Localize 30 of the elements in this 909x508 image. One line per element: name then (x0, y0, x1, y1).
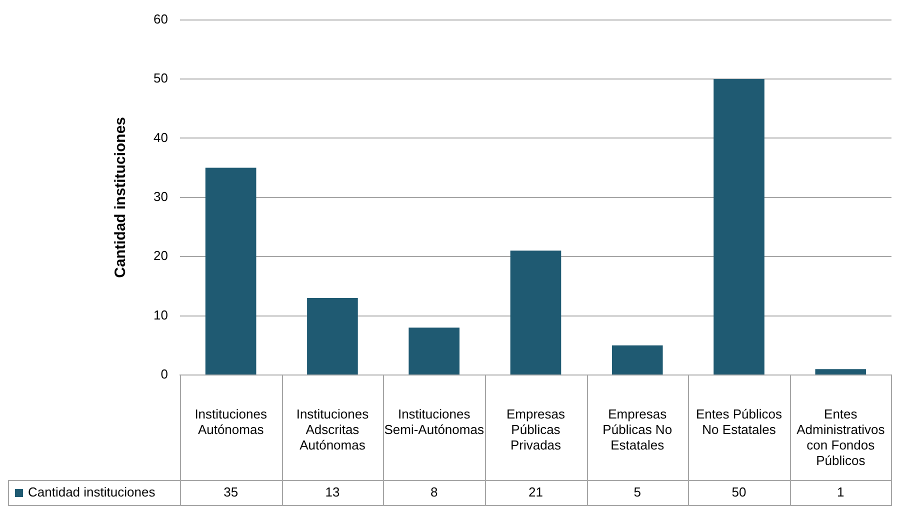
y-tick-label: 30 (154, 188, 168, 204)
data-label: 13 (325, 484, 340, 500)
x-tick-label: Entes Públicos No Estatales (696, 406, 782, 437)
y-axis-title: Cantidad instituciones (112, 116, 130, 278)
data-label: 8 (430, 484, 438, 500)
y-tick-label: 0 (160, 366, 168, 382)
bar (815, 369, 866, 374)
y-tick-label: 40 (154, 130, 168, 145)
y-tick-label: 60 (154, 11, 168, 26)
y-tick-label: 50 (154, 70, 168, 86)
x-tick-label: Instituciones Adscritas Autónomas (296, 406, 370, 453)
bar (612, 345, 663, 374)
y-tick-label: 10 (154, 307, 168, 322)
data-label: 5 (634, 484, 641, 500)
data-label: 21 (528, 484, 543, 500)
y-tick-label: 20 (154, 248, 168, 264)
x-tick-label: Empresas Públicas No Estatales (602, 406, 672, 453)
bar (714, 79, 764, 374)
x-tick-label: Instituciones Semi-Autónomas (384, 406, 484, 437)
x-tick-label: Entes Administrativos con Fondos Públicos (796, 406, 886, 468)
data-label: 1 (837, 484, 844, 500)
x-tick-label: Instituciones Autónomas (194, 406, 268, 437)
bar (205, 168, 256, 374)
bar (408, 328, 460, 374)
data-label: 35 (224, 484, 238, 500)
data-label: 50 (732, 484, 746, 500)
legend-label: Cantidad instituciones (28, 484, 156, 500)
x-tick-label: Empresas Públicas Privadas (506, 406, 566, 453)
bar (510, 250, 562, 374)
bar (307, 298, 358, 374)
